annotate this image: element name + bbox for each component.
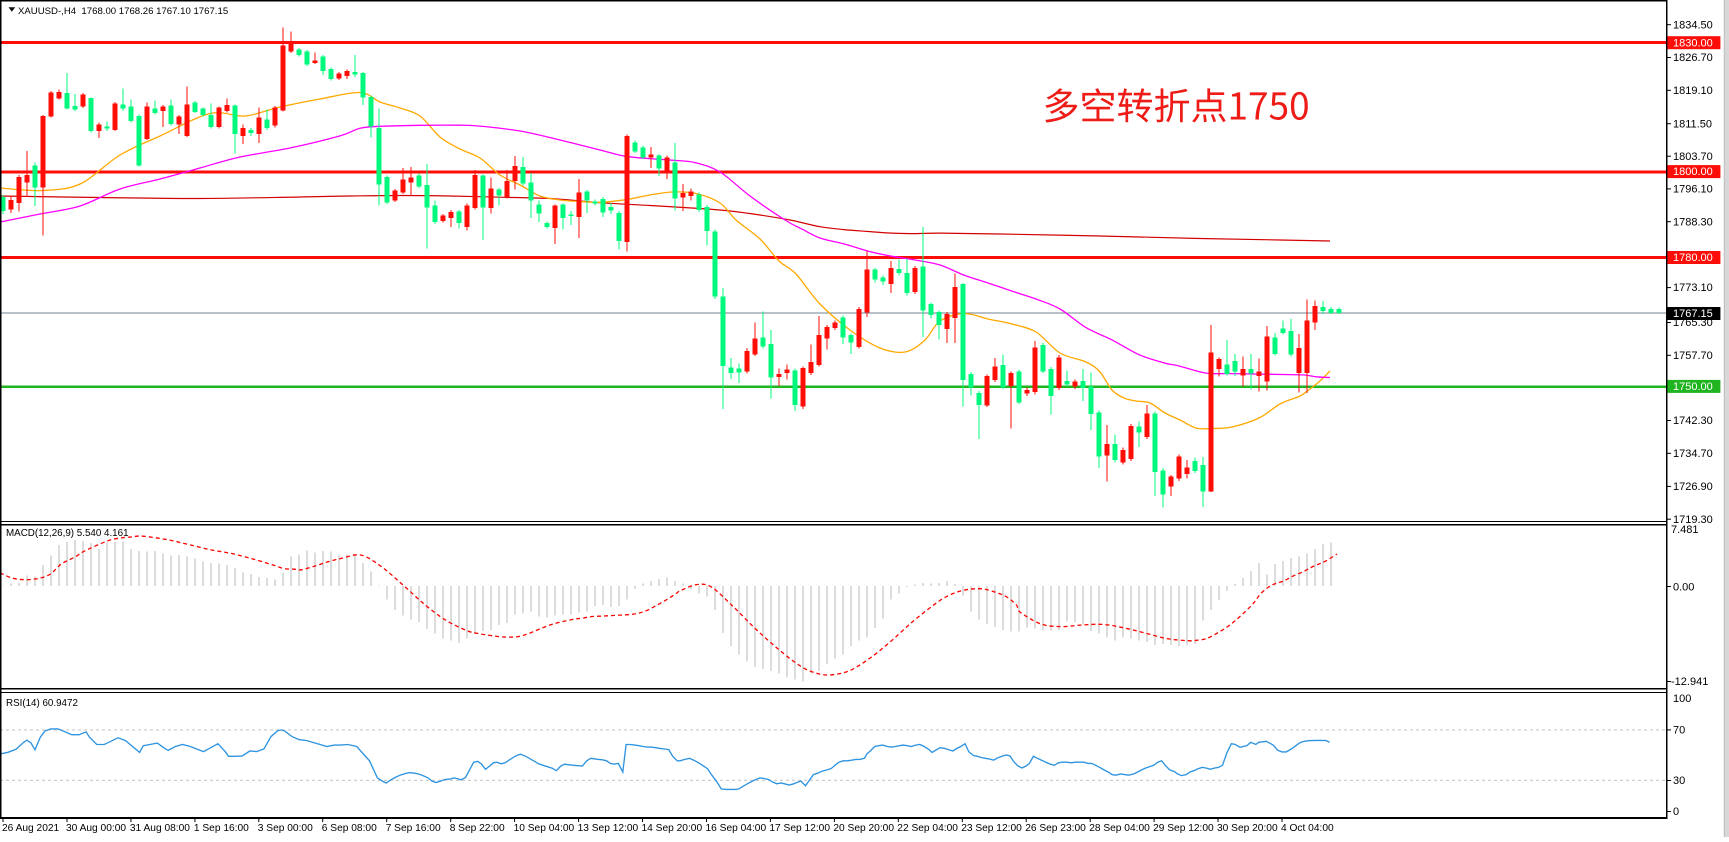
svg-text:1726.90: 1726.90 bbox=[1673, 481, 1713, 493]
svg-text:1719.30: 1719.30 bbox=[1673, 514, 1713, 526]
svg-text:7 Sep 16:00: 7 Sep 16:00 bbox=[386, 823, 441, 834]
svg-text:XAUUSD-,H4 1768.00 1768.26 17: XAUUSD-,H4 1768.00 1768.26 1767.10 1767.… bbox=[18, 6, 228, 17]
svg-text:17 Sep 12:00: 17 Sep 12:00 bbox=[769, 823, 830, 834]
svg-text:1750.00: 1750.00 bbox=[1673, 381, 1713, 393]
svg-text:-12.941: -12.941 bbox=[1671, 676, 1708, 688]
svg-text:MACD(12,26,9) 5.540 4.161: MACD(12,26,9) 5.540 4.161 bbox=[6, 528, 129, 539]
svg-text:13 Sep 12:00: 13 Sep 12:00 bbox=[578, 823, 639, 834]
svg-text:26 Aug 2021: 26 Aug 2021 bbox=[2, 823, 60, 834]
svg-text:0.00: 0.00 bbox=[1673, 582, 1694, 594]
svg-text:1757.70: 1757.70 bbox=[1673, 350, 1713, 362]
svg-text:7.481: 7.481 bbox=[1671, 524, 1699, 536]
svg-text:1830.00: 1830.00 bbox=[1673, 37, 1713, 49]
svg-text:0: 0 bbox=[1673, 806, 1679, 818]
svg-text:1765.30: 1765.30 bbox=[1673, 317, 1713, 329]
svg-text:1780.00: 1780.00 bbox=[1673, 252, 1713, 264]
svg-text:31 Aug 08:00: 31 Aug 08:00 bbox=[130, 823, 190, 834]
svg-text:14 Sep 20:00: 14 Sep 20:00 bbox=[642, 823, 703, 834]
svg-text:22 Sep 04:00: 22 Sep 04:00 bbox=[897, 823, 958, 834]
svg-text:1796.10: 1796.10 bbox=[1673, 184, 1713, 196]
svg-text:1734.70: 1734.70 bbox=[1673, 448, 1713, 460]
svg-text:1773.10: 1773.10 bbox=[1673, 282, 1713, 294]
svg-text:20 Sep 20:00: 20 Sep 20:00 bbox=[833, 823, 894, 834]
svg-text:10 Sep 04:00: 10 Sep 04:00 bbox=[514, 823, 575, 834]
svg-text:1 Sep 16:00: 1 Sep 16:00 bbox=[194, 823, 249, 834]
svg-text:4 Oct 04:00: 4 Oct 04:00 bbox=[1281, 823, 1334, 834]
svg-text:1834.50: 1834.50 bbox=[1673, 19, 1713, 31]
svg-text:70: 70 bbox=[1673, 725, 1685, 737]
svg-text:30: 30 bbox=[1673, 775, 1685, 787]
svg-text:1742.30: 1742.30 bbox=[1673, 415, 1713, 427]
svg-text:1811.50: 1811.50 bbox=[1673, 118, 1712, 130]
svg-text:1800.00: 1800.00 bbox=[1673, 166, 1713, 178]
svg-text:16 Sep 04:00: 16 Sep 04:00 bbox=[706, 823, 767, 834]
svg-text:28 Sep 04:00: 28 Sep 04:00 bbox=[1089, 823, 1150, 834]
svg-text:23 Sep 12:00: 23 Sep 12:00 bbox=[961, 823, 1022, 834]
svg-text:1819.10: 1819.10 bbox=[1673, 85, 1713, 97]
svg-text:1767.15: 1767.15 bbox=[1673, 308, 1713, 320]
svg-text:100: 100 bbox=[1673, 693, 1691, 705]
svg-text:1826.70: 1826.70 bbox=[1673, 52, 1713, 64]
svg-text:3 Sep 00:00: 3 Sep 00:00 bbox=[258, 823, 313, 834]
svg-text:6 Sep 08:00: 6 Sep 08:00 bbox=[322, 823, 377, 834]
svg-text:1788.30: 1788.30 bbox=[1673, 216, 1713, 228]
svg-text:30 Sep 20:00: 30 Sep 20:00 bbox=[1217, 823, 1278, 834]
svg-text:8 Sep 22:00: 8 Sep 22:00 bbox=[450, 823, 505, 834]
svg-text:1803.70: 1803.70 bbox=[1673, 151, 1713, 163]
svg-text:RSI(14) 60.9472: RSI(14) 60.9472 bbox=[6, 698, 78, 709]
svg-text:26 Sep 23:00: 26 Sep 23:00 bbox=[1025, 823, 1086, 834]
svg-text:30 Aug 00:00: 30 Aug 00:00 bbox=[66, 823, 126, 834]
svg-text:29 Sep 12:00: 29 Sep 12:00 bbox=[1153, 823, 1214, 834]
